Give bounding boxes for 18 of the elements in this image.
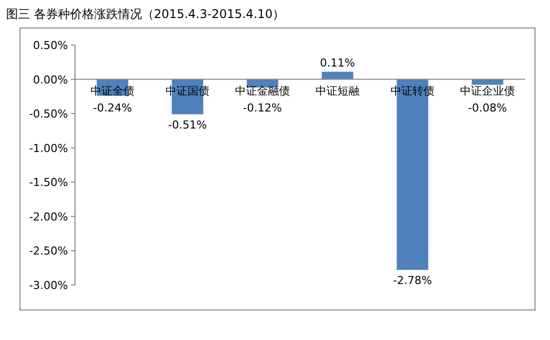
y-tick-label: -1.00%	[29, 142, 68, 155]
y-tick-label: -1.50%	[29, 176, 68, 190]
y-tick-label: -2.00%	[29, 210, 68, 224]
y-tick-label: -2.50%	[29, 244, 68, 258]
y-tick-label: -3.00%	[29, 279, 68, 292]
data-label: -0.08%	[468, 101, 507, 114]
data-label: -0.24%	[93, 101, 132, 114]
chart-title: 图三 各券种价格涨跌情况（2015.4.3-2015.4.10）	[6, 7, 285, 21]
x-tick-label: 中证金融债	[235, 84, 290, 98]
y-tick-label: -0.50%	[29, 108, 68, 121]
x-tick-label: 中证短融	[316, 84, 360, 98]
data-label: -0.12%	[243, 101, 282, 114]
data-label: -0.51%	[168, 118, 207, 132]
x-tick-label: 中证企业债	[460, 84, 515, 98]
y-tick-label: 0.50%	[33, 39, 68, 52]
data-label: 0.11%	[320, 56, 355, 70]
data-label: -2.78%	[393, 274, 432, 287]
y-tick-label: 0.00%	[33, 73, 68, 86]
